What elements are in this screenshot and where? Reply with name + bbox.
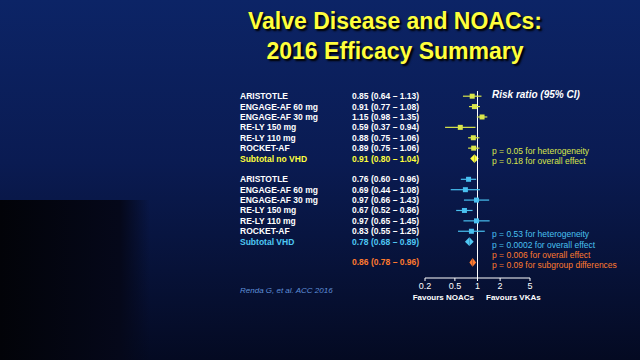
html-text:p = 0.006 for overall effect: p = 0.006 for overall effect bbox=[492, 249, 591, 260]
svg-text:0.91 (0.77 – 1.08): 0.91 (0.77 – 1.08) bbox=[352, 102, 419, 112]
svg-text:0.5: 0.5 bbox=[449, 281, 462, 291]
svg-text:0.97 (0.66 – 1.43): 0.97 (0.66 – 1.43) bbox=[352, 195, 419, 205]
svg-text:0.88 (0.75 – 1.06): 0.88 (0.75 – 1.06) bbox=[352, 133, 419, 143]
svg-text:0.91 (0.80 – 1.04): 0.91 (0.80 – 1.04) bbox=[352, 154, 419, 164]
svg-text:ARISTOTLE: ARISTOTLE bbox=[240, 174, 288, 184]
svg-text:0.97 (0.65 – 1.45): 0.97 (0.65 – 1.45) bbox=[352, 216, 419, 226]
svg-text:2: 2 bbox=[498, 281, 503, 291]
svg-text:ENGAGE-AF 60 mg: ENGAGE-AF 60 mg bbox=[240, 102, 318, 112]
html-text:Favours NOACs: Favours NOACs bbox=[412, 293, 474, 302]
svg-text:0.83 (0.55 – 1.25): 0.83 (0.55 – 1.25) bbox=[352, 226, 419, 236]
svg-text:Subtotal VHD: Subtotal VHD bbox=[240, 237, 294, 247]
html-text:Risk ratio (95% CI): Risk ratio (95% CI) bbox=[492, 89, 580, 101]
svg-text:RE-LY 110 mg: RE-LY 110 mg bbox=[240, 216, 296, 226]
html-text:Favours VKAs: Favours VKAs bbox=[486, 293, 541, 302]
html-text:p = 0.0002 for overall effect: p = 0.0002 for overall effect bbox=[492, 239, 596, 250]
svg-text:RE-LY 150 mg: RE-LY 150 mg bbox=[240, 122, 296, 132]
html-text:p = 0.09 for subgroup differen: p = 0.09 for subgroup differences bbox=[492, 260, 617, 271]
svg-text:RE-LY 110 mg: RE-LY 110 mg bbox=[240, 133, 296, 143]
html-text:2016 Efficacy Summary: 2016 Efficacy Summary bbox=[266, 38, 524, 64]
svg-text:5: 5 bbox=[527, 281, 532, 291]
html-text:p = 0.53 for heterogeneity: p = 0.53 for heterogeneity bbox=[492, 229, 590, 240]
svg-text:ENGAGE-AF 60 mg: ENGAGE-AF 60 mg bbox=[240, 185, 318, 195]
svg-text:0.76 (0.60 – 0.96): 0.76 (0.60 – 0.96) bbox=[352, 174, 419, 184]
svg-text:1.15 (0.98 – 1.35): 1.15 (0.98 – 1.35) bbox=[352, 112, 419, 122]
svg-text:ENGAGE-AF 30 mg: ENGAGE-AF 30 mg bbox=[240, 112, 318, 122]
svg-text:Subtotal no VHD: Subtotal no VHD bbox=[240, 154, 307, 164]
html-text:p = 0.05 for heterogeneity: p = 0.05 for heterogeneity bbox=[492, 146, 590, 156]
svg-text:ENGAGE-AF 30 mg: ENGAGE-AF 30 mg bbox=[240, 195, 318, 205]
svg-text:0.78 (0.68 – 0.89): 0.78 (0.68 – 0.89) bbox=[352, 237, 419, 247]
html-text:p = 0.18 for overall effect: p = 0.18 for overall effect bbox=[492, 156, 586, 167]
html-text:Renda G, et al. ACC 2016: Renda G, et al. ACC 2016 bbox=[240, 286, 333, 295]
html-text:Valve Disease and NOACs:: Valve Disease and NOACs: bbox=[248, 8, 542, 34]
svg-text:RE-LY 150 mg: RE-LY 150 mg bbox=[240, 205, 296, 215]
svg-text:0.69 (0.44 – 1.08): 0.69 (0.44 – 1.08) bbox=[352, 185, 419, 195]
svg-text:0.59 (0.37 – 0.94): 0.59 (0.37 – 0.94) bbox=[352, 122, 419, 132]
svg-text:0.85 (0.64 – 1.13): 0.85 (0.64 – 1.13) bbox=[352, 91, 419, 101]
svg-text:ROCKET-AF: ROCKET-AF bbox=[240, 226, 290, 236]
svg-text:1: 1 bbox=[475, 281, 480, 291]
svg-text:0.86 (0.78 – 0.96): 0.86 (0.78 – 0.96) bbox=[352, 257, 419, 267]
svg-text:0.2: 0.2 bbox=[419, 281, 432, 291]
svg-text:ROCKET-AF: ROCKET-AF bbox=[240, 143, 290, 153]
svg-text:0.67 (0.52 – 0.86): 0.67 (0.52 – 0.86) bbox=[352, 205, 419, 215]
svg-text:ARISTOTLE: ARISTOTLE bbox=[240, 91, 288, 101]
svg-text:0.89 (0.75 – 1.06): 0.89 (0.75 – 1.06) bbox=[352, 143, 419, 153]
